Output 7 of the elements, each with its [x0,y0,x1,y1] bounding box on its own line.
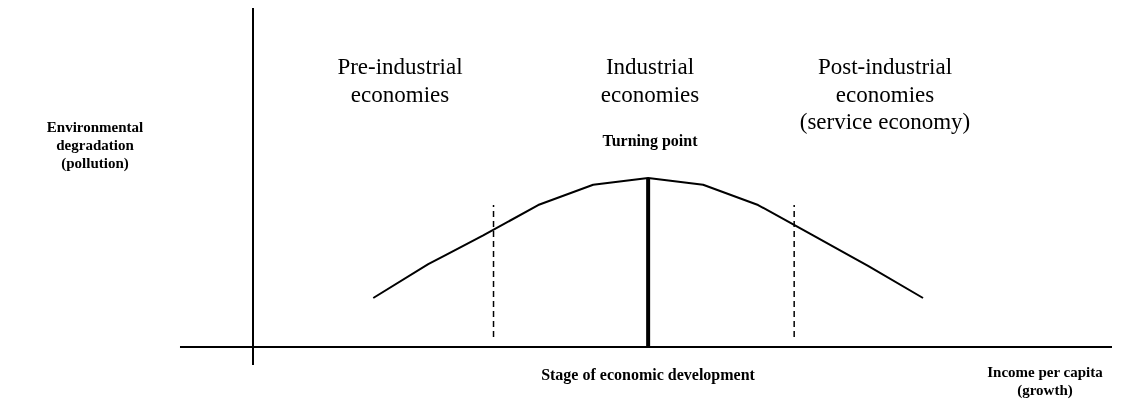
text: Industrial economies [600,54,700,107]
x-axis-title: Income per capita (growth) [987,364,1104,399]
text: Environmental degradation (pollution) [46,119,144,172]
text: Turning point [602,132,699,150]
text: Pre-industrial economies [337,54,463,107]
text: Post-industrial economies (service economy) [799,54,971,135]
text: Stage of economic development [541,366,756,384]
